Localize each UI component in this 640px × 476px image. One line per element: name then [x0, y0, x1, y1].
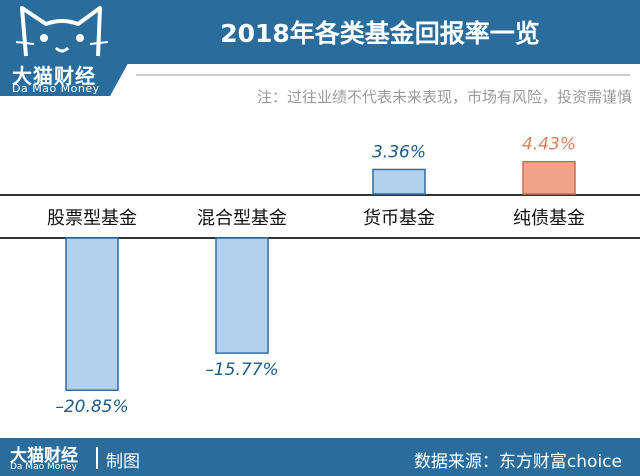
bar-2	[372, 168, 426, 195]
disclaimer-note: 注：过往业绩不代表未来表现，市场有风险，投资需谨慎	[256, 88, 632, 106]
footer-separator	[96, 447, 98, 469]
value-label-3: 4.43%	[522, 135, 576, 155]
category-label-1: 混合型基金	[197, 208, 287, 229]
bar-1	[215, 237, 269, 354]
bar-3	[522, 160, 576, 195]
chart-title: 2018年各类基金回报率一览	[220, 19, 540, 48]
brand-logo: 大猫财经 Da Mao Money	[0, 0, 128, 96]
footer-made-by: 制图	[106, 452, 140, 472]
footer-brand-name: 大猫财经	[10, 446, 78, 466]
bar-chart: –20.85% 股票型基金 –15.77% 混合型基金 3.36% 货币基金 4.43% 纯债…	[0, 135, 640, 417]
data-source: 数据来源：东方财富choice	[413, 452, 622, 472]
category-label-2: 货币基金	[363, 208, 435, 229]
bar-0	[65, 237, 119, 391]
note-divider	[136, 74, 630, 76]
brand-name: 大猫财经	[12, 64, 96, 88]
brand-english-name: Da Mao Money	[12, 82, 100, 95]
category-label-3: 纯债基金	[513, 208, 585, 229]
value-label-2: 3.36%	[372, 142, 426, 162]
value-label-1: –15.77%	[205, 360, 278, 380]
header: 大猫财经 Da Mao Money 2018年各类基金回报率一览	[0, 0, 640, 96]
footer: 大猫财经 Da Mao Money 制图 数据来源：东方财富choice	[0, 438, 640, 476]
category-label-0: 股票型基金	[47, 208, 137, 229]
footer-brand-english: Da Mao Money	[10, 462, 77, 472]
value-label-0: –20.85%	[55, 397, 128, 417]
cat-logo-icon	[15, 6, 109, 57]
